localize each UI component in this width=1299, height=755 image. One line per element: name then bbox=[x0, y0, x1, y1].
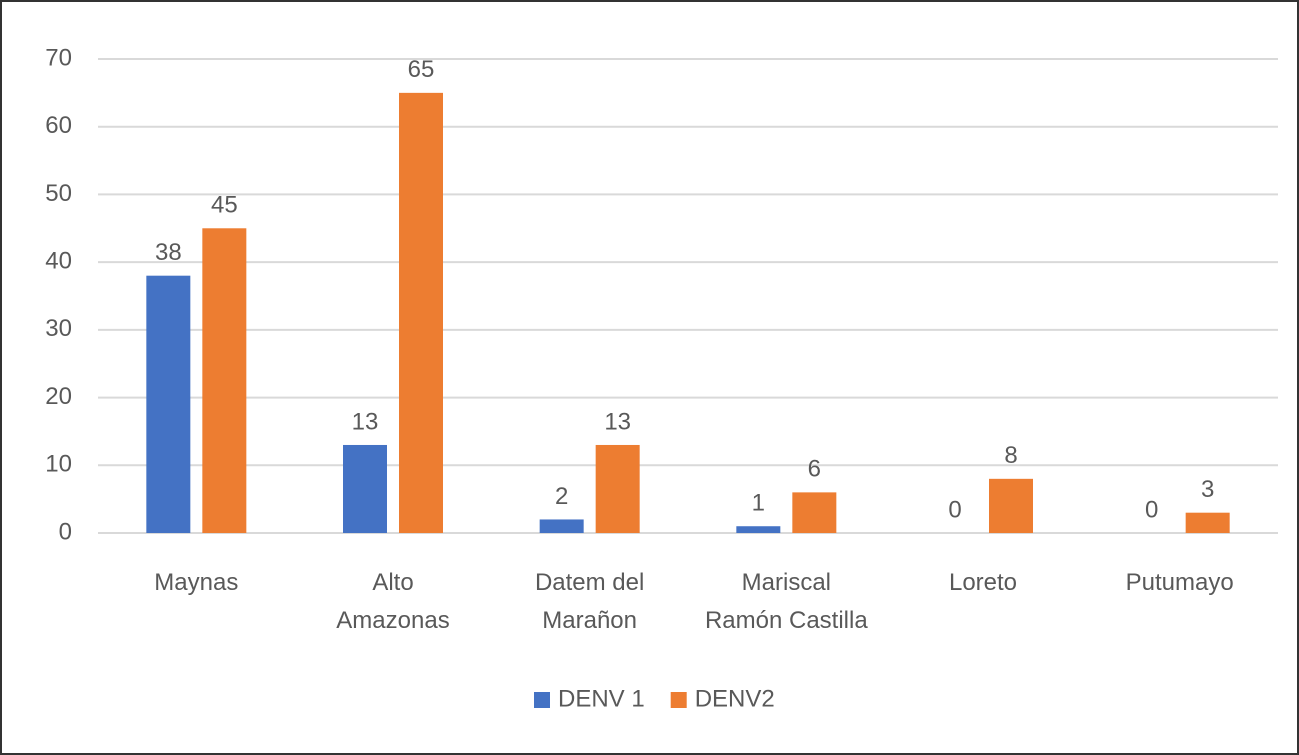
bar bbox=[399, 92, 443, 533]
value-label: 8 bbox=[1004, 442, 1017, 469]
value-label: 0 bbox=[1145, 496, 1158, 523]
x-tick-label: Datem del Marañon bbox=[534, 569, 645, 634]
x-tick-label: Putumayo bbox=[1125, 569, 1234, 596]
y-tick-label: 40 bbox=[45, 247, 72, 274]
x-tick-label: Maynas bbox=[154, 569, 239, 596]
bar bbox=[595, 444, 640, 533]
bar bbox=[343, 444, 387, 533]
value-label: 2 bbox=[555, 483, 568, 510]
value-label: 3 bbox=[1201, 476, 1214, 503]
value-label: 38 bbox=[155, 239, 182, 266]
bar bbox=[202, 228, 247, 534]
y-tick-label: 60 bbox=[45, 112, 72, 139]
x-tick-label: Alto Amazonas bbox=[336, 569, 450, 634]
value-label: 1 bbox=[752, 490, 765, 517]
value-label: 45 bbox=[211, 192, 238, 219]
bar bbox=[146, 275, 191, 533]
bar bbox=[736, 526, 781, 533]
bar bbox=[1185, 512, 1230, 533]
legend-swatch bbox=[670, 692, 687, 708]
x-tick-label: Mariscal Ramón Castilla bbox=[704, 569, 868, 634]
value-label: 13 bbox=[352, 408, 379, 435]
y-tick-label: 0 bbox=[59, 518, 72, 545]
value-label: 13 bbox=[604, 408, 631, 435]
bar bbox=[989, 478, 1033, 533]
bar bbox=[792, 492, 837, 533]
x-tick-label: Loreto bbox=[948, 569, 1018, 596]
y-tick-label: 30 bbox=[45, 315, 72, 342]
y-tick-label: 20 bbox=[45, 383, 72, 410]
legend-swatch bbox=[534, 692, 550, 708]
y-tick-label: 70 bbox=[45, 44, 72, 71]
value-label: 65 bbox=[408, 56, 435, 83]
bar bbox=[539, 519, 584, 533]
value-label: 0 bbox=[948, 496, 961, 523]
legend-label: DENV 1 bbox=[558, 685, 645, 712]
legend-label: DENV2 bbox=[695, 685, 775, 712]
value-label: 6 bbox=[808, 456, 821, 483]
y-tick-label: 50 bbox=[45, 180, 72, 207]
y-tick-label: 10 bbox=[45, 451, 72, 478]
